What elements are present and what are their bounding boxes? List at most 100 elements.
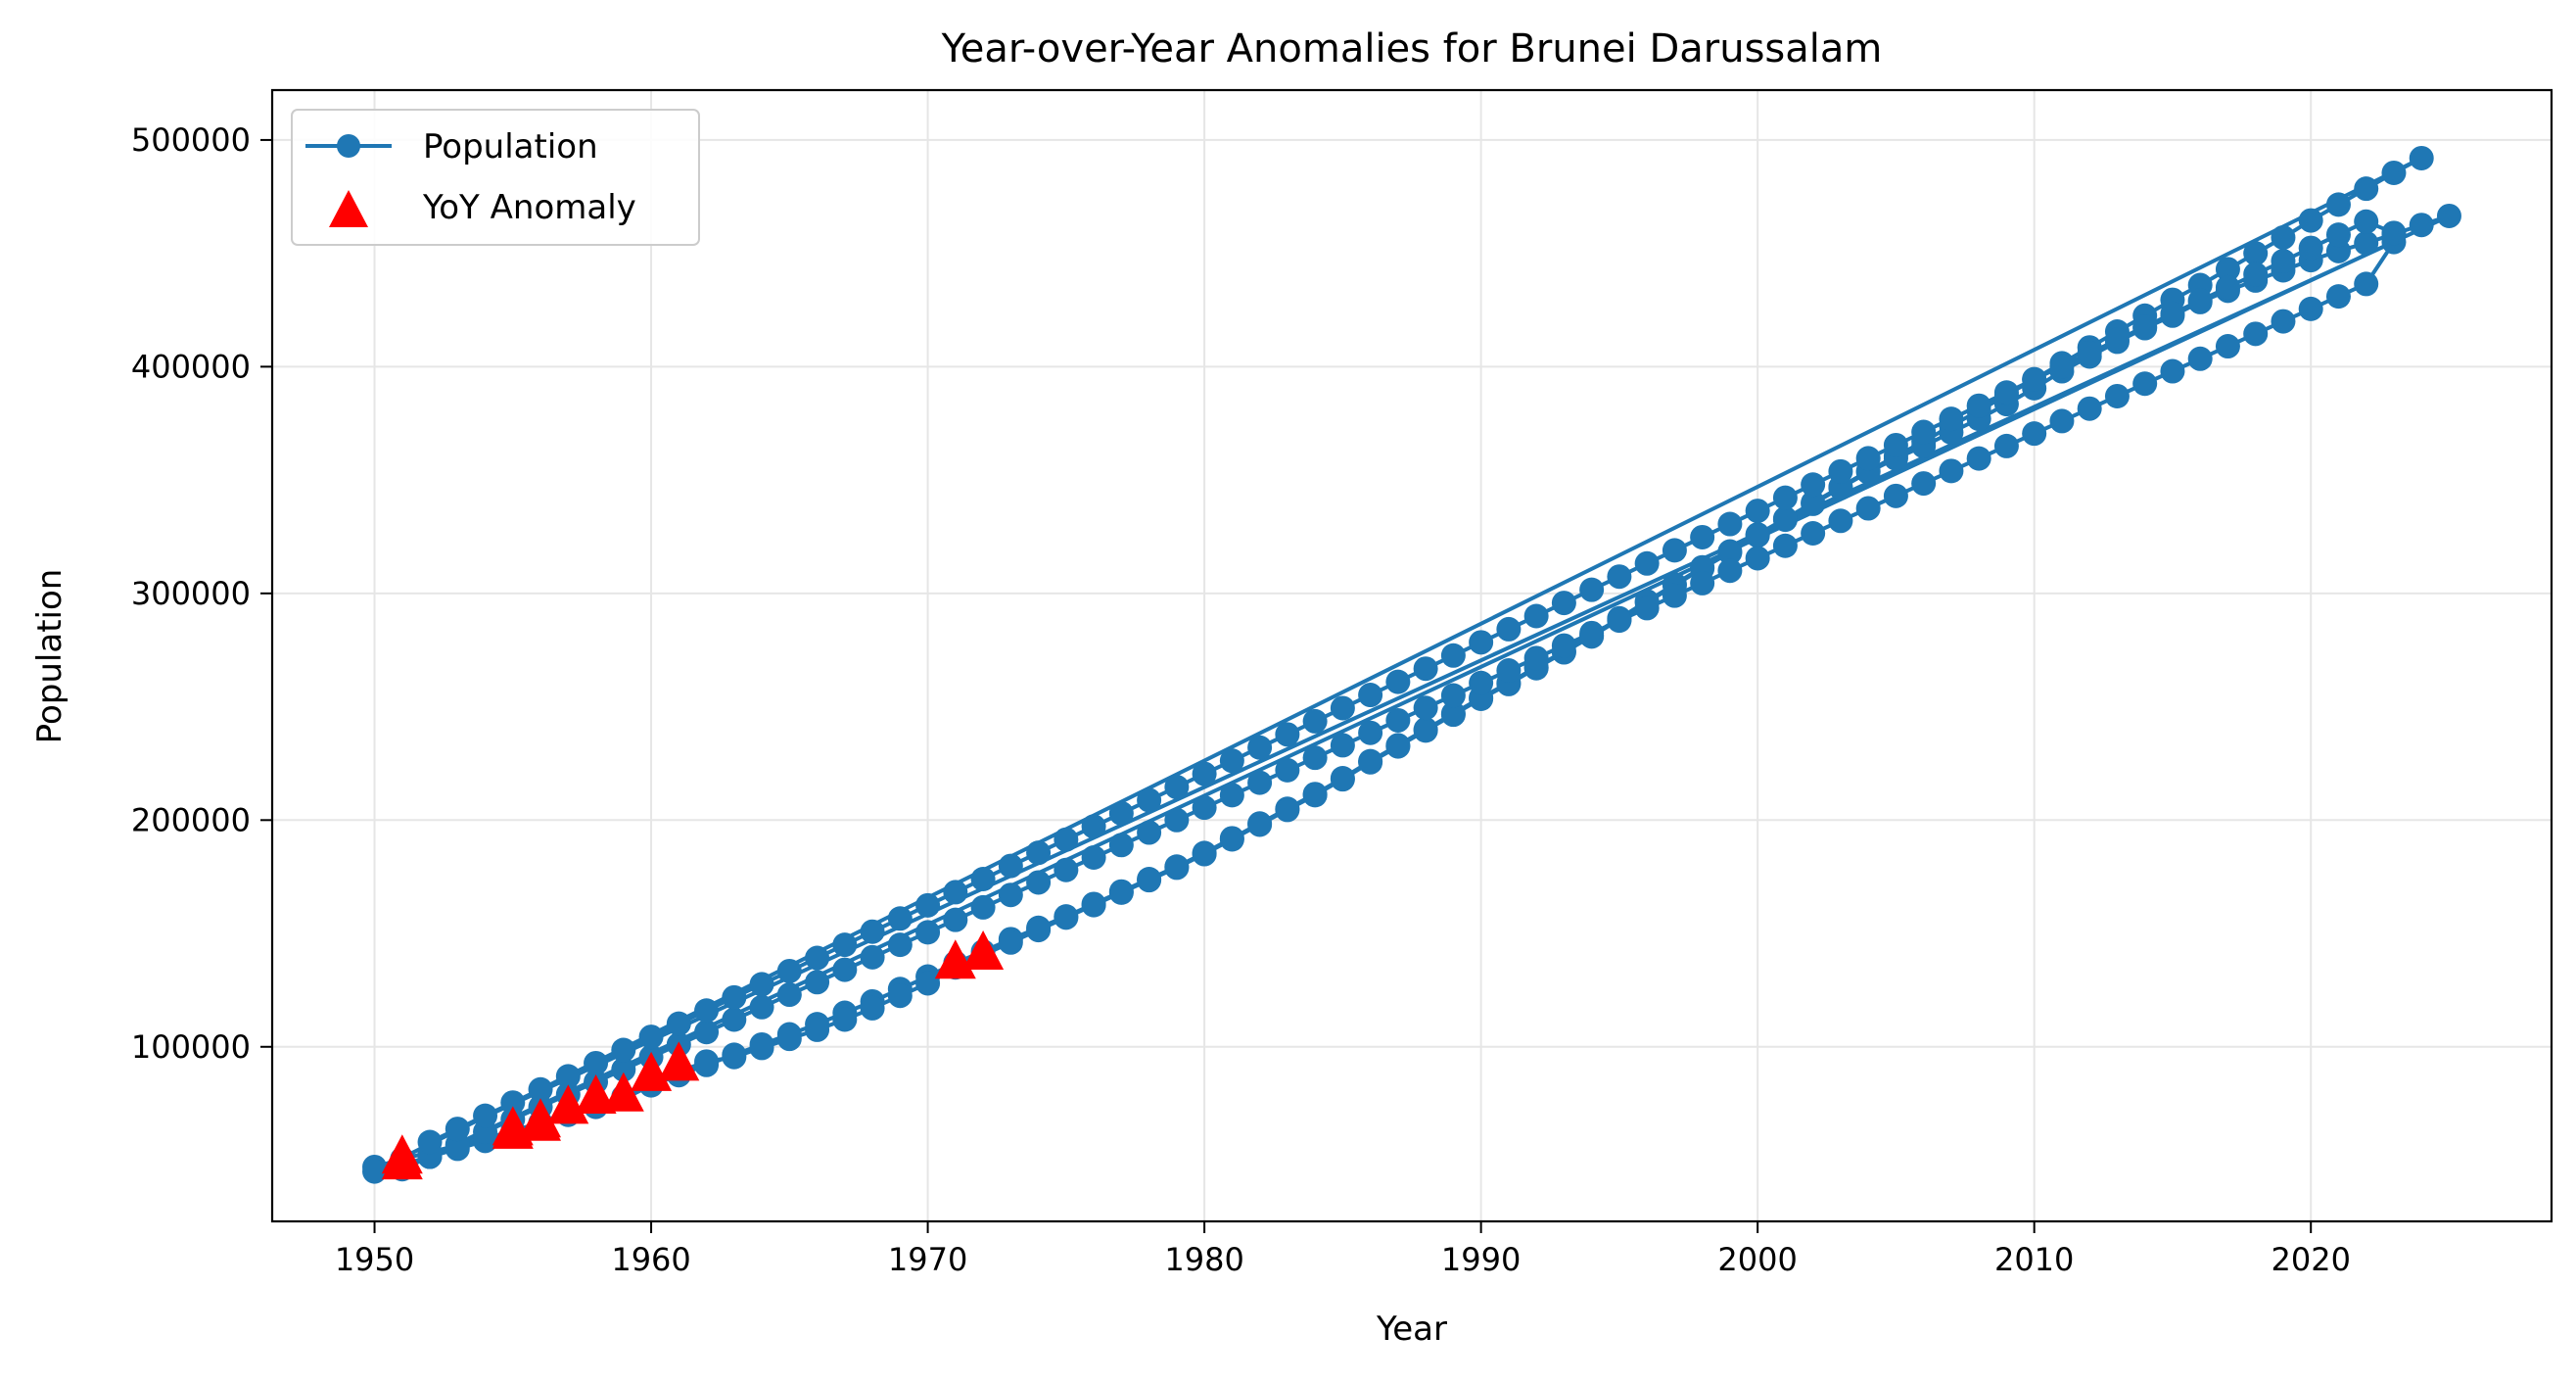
population-point <box>2381 160 2407 185</box>
x-tick-label: 2000 <box>1717 1241 1797 1278</box>
population-point <box>1634 596 1660 621</box>
population-point <box>1551 591 1576 616</box>
population-point <box>2215 334 2240 359</box>
population-point <box>1469 630 1494 655</box>
legend-anomaly-marker <box>329 190 368 227</box>
anomaly-point <box>381 1140 423 1180</box>
population-point <box>1883 483 1908 508</box>
population-point <box>1330 695 1355 721</box>
population-point <box>1634 550 1660 576</box>
population-point <box>998 929 1023 955</box>
population-point <box>1801 521 1826 547</box>
population-point <box>1607 608 1632 634</box>
population-point <box>1801 491 1826 516</box>
anomaly-point <box>575 1074 617 1114</box>
population-point <box>2325 284 2351 310</box>
population-point <box>1993 433 2019 458</box>
population-point <box>1745 523 1770 548</box>
population-point <box>638 1025 664 1050</box>
population-point <box>1772 485 1798 510</box>
population-point <box>1855 446 1881 471</box>
population-point <box>749 1035 774 1061</box>
population-point <box>887 983 913 1009</box>
x-tick-label: 1980 <box>1164 1241 1243 1278</box>
population-point <box>1247 735 1273 760</box>
population-point <box>1939 406 1964 432</box>
population-point <box>998 853 1023 879</box>
anomaly-point <box>962 930 1005 970</box>
population-point <box>1054 857 1079 882</box>
population-point <box>887 932 913 958</box>
population-point <box>2271 249 2296 274</box>
population-point <box>1330 733 1355 758</box>
population-point <box>1801 472 1826 498</box>
population-point <box>832 1007 858 1032</box>
population-point <box>915 920 941 945</box>
population-point <box>1745 546 1770 571</box>
anomaly-point <box>547 1084 589 1124</box>
population-point <box>1883 432 1908 457</box>
population-point <box>500 1090 526 1116</box>
population-point <box>1026 918 1052 943</box>
population-point <box>2381 220 2407 246</box>
population-point <box>2354 230 2379 256</box>
population-point <box>1302 783 1328 808</box>
population-point <box>611 1037 636 1063</box>
population-point <box>2132 314 2158 340</box>
population-point <box>1108 833 1134 858</box>
y-tick-label: 300000 <box>131 575 251 612</box>
population-point <box>805 945 830 971</box>
population-point <box>1137 787 1162 813</box>
population-point <box>860 995 885 1021</box>
population-point <box>1717 511 1743 537</box>
anomaly-point <box>658 1041 700 1081</box>
population-point <box>1496 658 1522 684</box>
population-point <box>832 957 858 982</box>
population-point <box>915 892 941 918</box>
population-point <box>1690 524 1715 549</box>
population-point <box>776 982 802 1008</box>
population-point <box>694 998 720 1024</box>
population-point <box>1662 538 1687 563</box>
anomaly-point <box>602 1072 644 1112</box>
population-point <box>1247 812 1273 837</box>
population-point <box>1358 749 1383 775</box>
population-point <box>1966 446 1991 471</box>
population-point <box>362 1159 388 1184</box>
population-point <box>1219 827 1244 852</box>
population-point <box>445 1117 470 1142</box>
population-point <box>694 1020 720 1045</box>
population-point <box>832 932 858 958</box>
population-point <box>1662 583 1687 608</box>
population-point <box>1717 558 1743 584</box>
population-point <box>417 1129 443 1155</box>
population-point <box>1911 471 1937 497</box>
population-point <box>1275 797 1300 823</box>
x-axis-ticks: 1950 1960 1970 1980 1990 2000 2010 2020 <box>335 1221 2351 1278</box>
population-point <box>1385 734 1411 759</box>
population-point <box>722 984 747 1010</box>
population-point <box>749 972 774 997</box>
population-point <box>915 971 941 996</box>
population-point <box>1385 669 1411 694</box>
population-point <box>2354 271 2379 297</box>
population-point <box>1192 841 1217 867</box>
population-point <box>2160 301 2185 326</box>
chart-title: Year-over-Year Anomalies for Brunei Daru… <box>941 26 1883 71</box>
y-axis-label: Population <box>30 569 70 744</box>
population-point <box>805 1017 830 1042</box>
population-point <box>2104 383 2130 408</box>
population-point <box>2409 145 2434 170</box>
population-point <box>1772 533 1798 558</box>
y-tick-label: 500000 <box>131 121 251 159</box>
population-point <box>1828 508 1853 534</box>
anomaly-point <box>520 1101 561 1141</box>
axes-frame <box>270 88 2553 1223</box>
population-point <box>1828 458 1853 484</box>
population-point <box>1607 564 1632 590</box>
population-point <box>1081 892 1106 918</box>
population-point <box>1192 761 1217 786</box>
population-point <box>860 919 885 944</box>
population-point <box>1219 783 1244 808</box>
